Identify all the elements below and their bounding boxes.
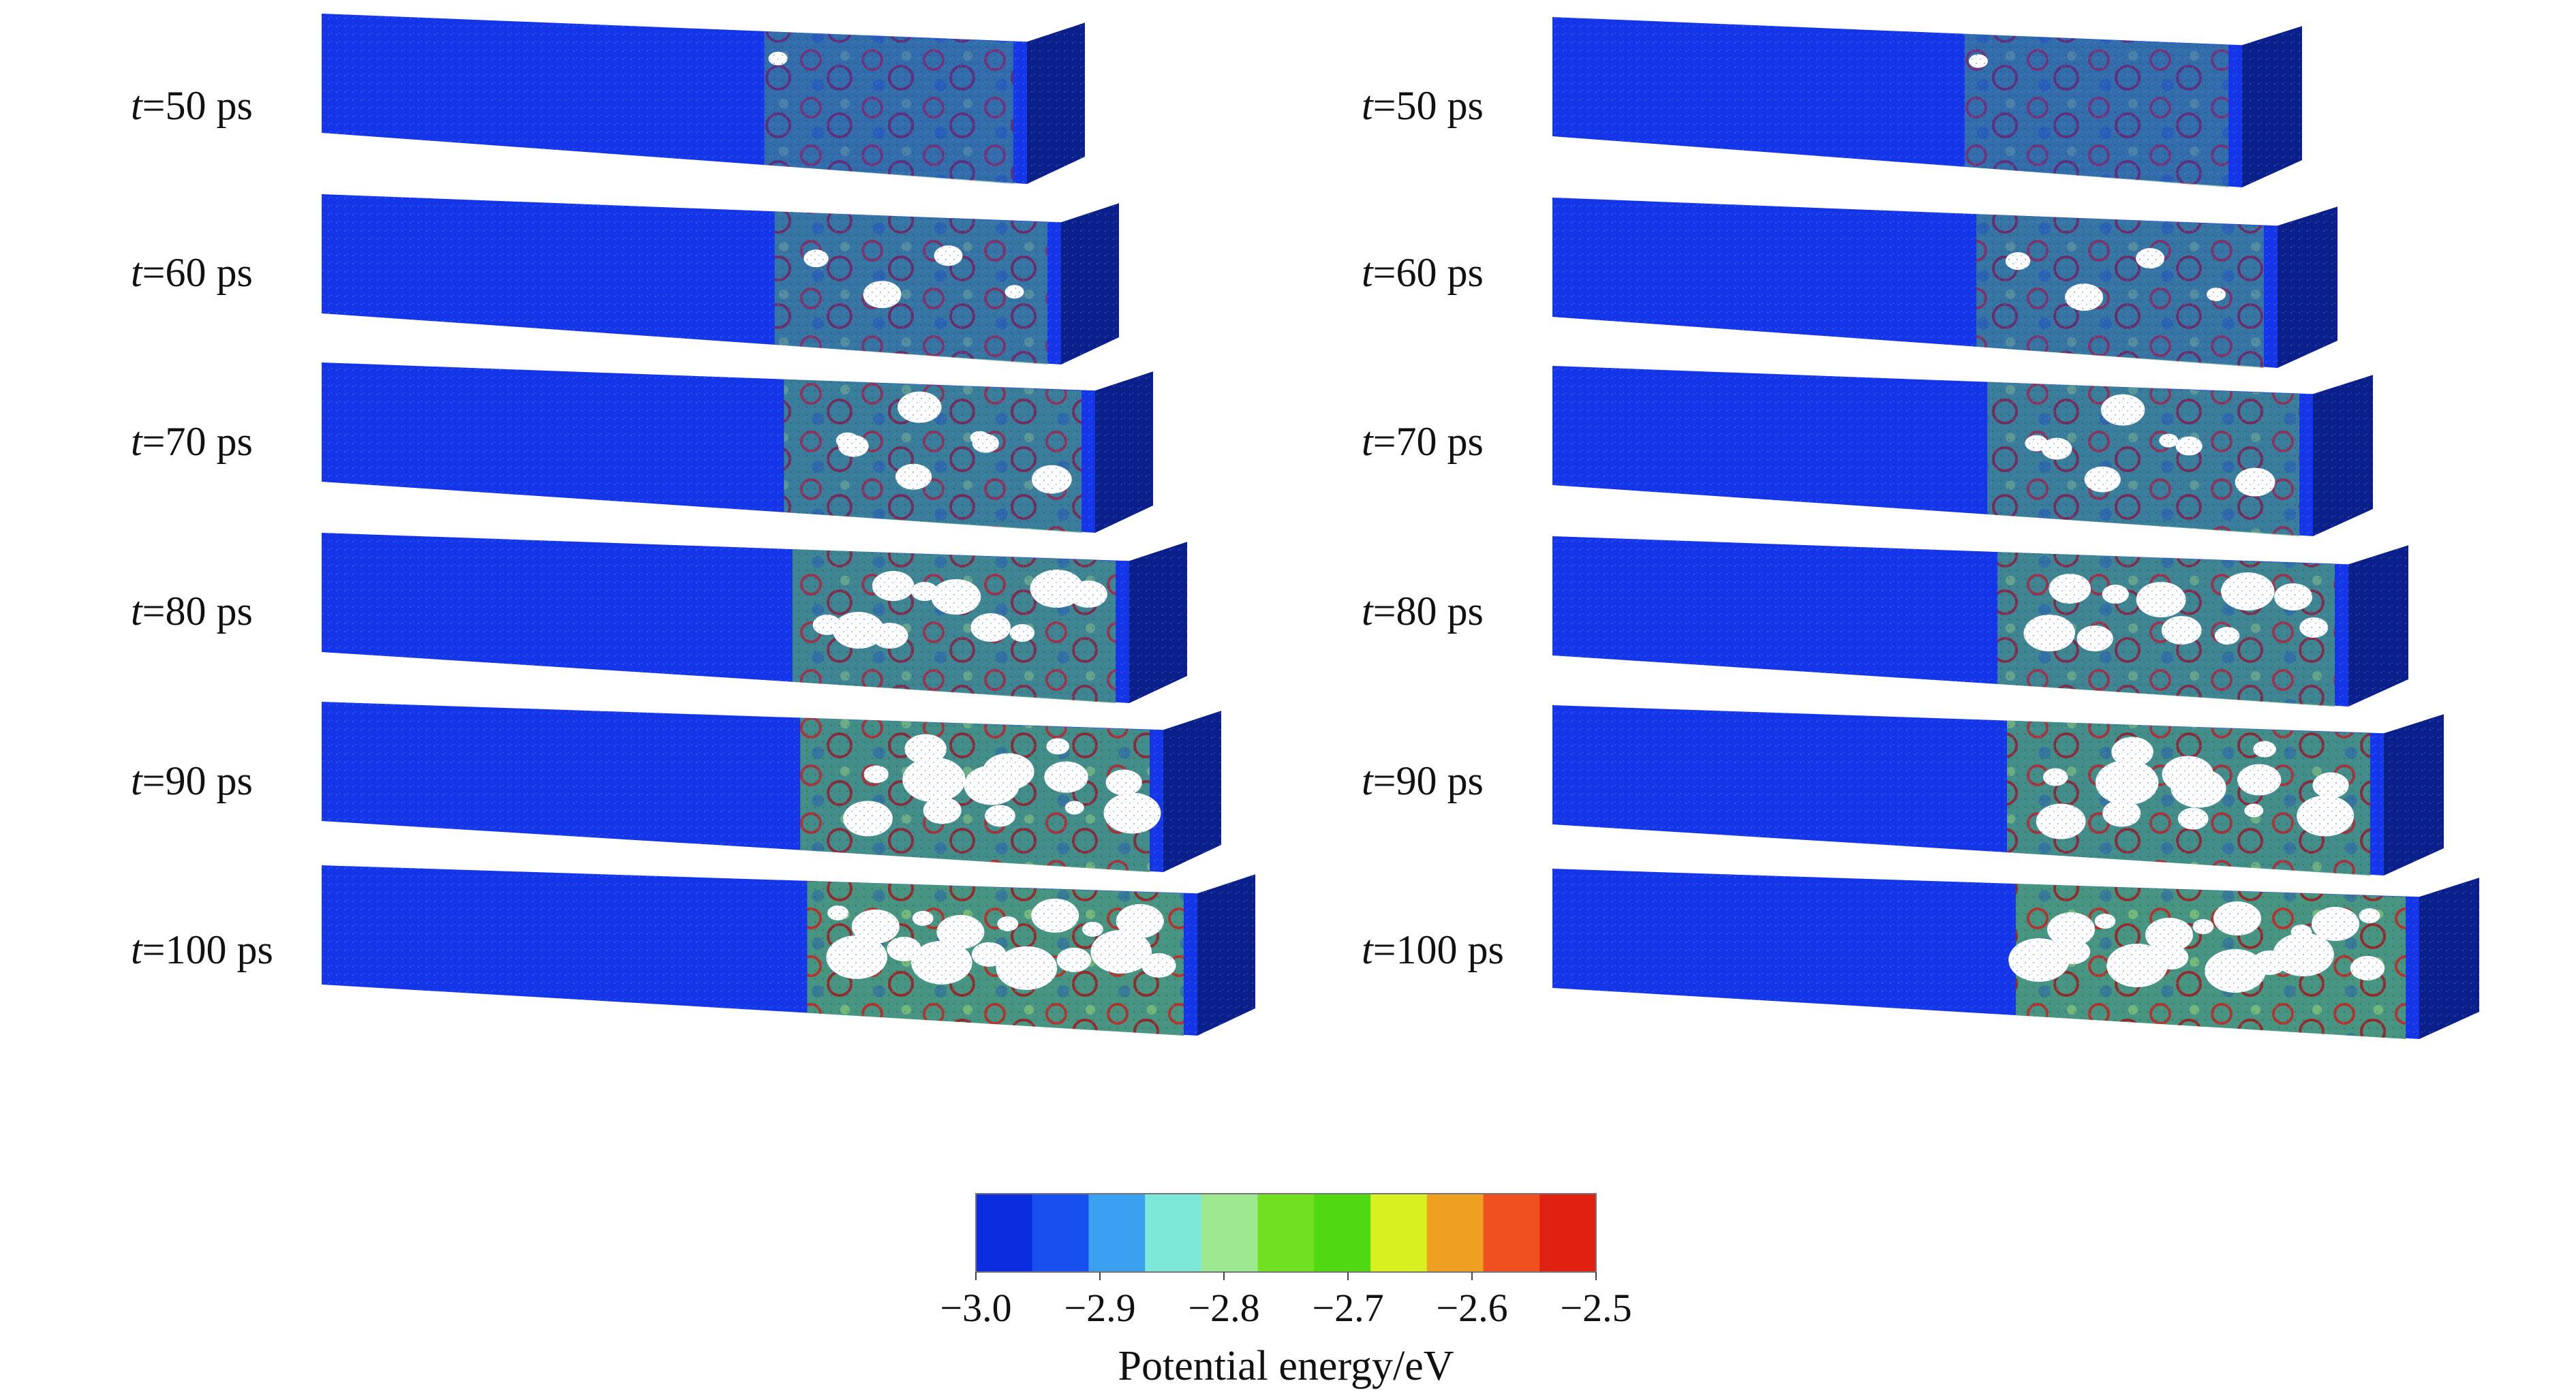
time-symbol: t xyxy=(131,419,143,464)
time-symbol: t xyxy=(1362,589,1374,634)
snapshot-bar-right-4 xyxy=(1552,705,2444,876)
time-symbol: t xyxy=(1362,758,1374,803)
colorbar-tick-label: −2.8 xyxy=(1188,1286,1259,1330)
snapshot-bar-left-0 xyxy=(322,14,1085,184)
time-label-right-5: t=100 ps xyxy=(1362,927,1504,972)
colorbar-tick-label: −2.5 xyxy=(1560,1286,1631,1330)
bar-end-cap-texture xyxy=(2419,878,2479,1039)
colorbar-frame xyxy=(975,1193,1597,1273)
time-label-right-4: t=90 ps xyxy=(1362,758,1484,803)
bar-noise-texture xyxy=(322,533,1129,703)
time-value: =90 ps xyxy=(1373,758,1484,803)
bar-end-cap-texture xyxy=(1027,22,1085,184)
time-value: =70 ps xyxy=(1373,419,1484,464)
colorbar-title: Potential energy/eV xyxy=(1118,1343,1454,1389)
time-value: =60 ps xyxy=(1373,250,1484,295)
snapshot-bar-right-1 xyxy=(1552,198,2337,368)
bar-noise-texture xyxy=(1552,536,2348,707)
colorbar-tick-label: −2.7 xyxy=(1312,1286,1383,1330)
bar-noise-texture xyxy=(1552,198,2278,368)
bar-noise-texture xyxy=(322,865,1197,1036)
time-symbol: t xyxy=(1362,927,1374,972)
time-label-left-0: t=50 ps xyxy=(131,83,253,128)
bar-end-cap-texture xyxy=(2242,26,2302,187)
time-symbol: t xyxy=(131,758,143,803)
bar-end-cap-texture xyxy=(1163,711,1221,872)
bar-end-cap-texture xyxy=(2348,545,2408,707)
snapshot-bar-right-0 xyxy=(1552,17,2302,188)
colorbar-tick-label: −3.0 xyxy=(940,1286,1011,1330)
time-value: =50 ps xyxy=(142,83,253,128)
bar-end-cap-texture xyxy=(2384,714,2444,876)
snapshot-bars xyxy=(322,14,2479,1039)
bar-end-cap-texture xyxy=(1197,874,1255,1036)
snapshot-bar-left-5 xyxy=(322,865,1255,1036)
snapshot-bar-left-3 xyxy=(322,533,1187,703)
time-value: =80 ps xyxy=(1373,589,1484,634)
time-value: =100 ps xyxy=(1373,927,1504,972)
colorbar-swatch xyxy=(1201,1194,1259,1272)
time-symbol: t xyxy=(131,927,143,972)
colorbar-swatches xyxy=(976,1194,1597,1272)
colorbar-swatch xyxy=(1426,1194,1484,1272)
bar-noise-texture xyxy=(1552,869,2419,1039)
time-symbol: t xyxy=(1362,250,1374,295)
colorbar-swatch xyxy=(976,1194,1033,1272)
colorbar-ticks: −3.0 −2.9 −2.8 −2.7 −2.6 −2.5 xyxy=(940,1272,1632,1330)
time-labels: t=50 pst=60 pst=70 pst=80 pst=90 pst=100… xyxy=(131,83,1504,972)
colorbar-tick-label: −2.6 xyxy=(1436,1286,1507,1330)
bar-end-cap-texture xyxy=(1061,203,1119,365)
time-value: =90 ps xyxy=(142,758,253,803)
bar-end-cap-texture xyxy=(1129,542,1187,703)
time-label-left-3: t=80 ps xyxy=(131,589,253,634)
snapshot-bar-left-2 xyxy=(322,362,1153,533)
snapshot-bar-left-1 xyxy=(322,194,1119,365)
colorbar-swatch xyxy=(1145,1194,1202,1272)
time-label-left-2: t=70 ps xyxy=(131,419,253,464)
bar-noise-texture xyxy=(322,362,1095,533)
colorbar-swatch xyxy=(1032,1194,1090,1272)
bar-end-cap-texture xyxy=(2313,375,2373,536)
time-value: =50 ps xyxy=(1373,83,1484,128)
time-label-left-4: t=90 ps xyxy=(131,758,253,803)
colorbar-tick-label: −2.9 xyxy=(1064,1286,1135,1330)
colorbar-swatch xyxy=(1370,1194,1428,1272)
bar-noise-texture xyxy=(322,702,1163,872)
time-symbol: t xyxy=(131,83,143,128)
colorbar-swatch xyxy=(1483,1194,1541,1272)
time-label-left-1: t=60 ps xyxy=(131,250,253,295)
bar-noise-texture xyxy=(322,194,1061,365)
time-label-right-0: t=50 ps xyxy=(1362,83,1484,128)
bar-noise-texture xyxy=(322,14,1027,184)
time-value: =80 ps xyxy=(142,589,253,634)
bar-noise-texture xyxy=(1552,366,2313,536)
time-value: =60 ps xyxy=(142,250,253,295)
colorbar: −3.0 −2.9 −2.8 −2.7 −2.6 −2.5 Potential energ… xyxy=(940,1193,1632,1389)
time-label-right-2: t=70 ps xyxy=(1362,419,1484,464)
snapshot-bar-right-2 xyxy=(1552,366,2373,536)
colorbar-swatch xyxy=(1088,1194,1146,1272)
time-symbol: t xyxy=(1362,83,1374,128)
time-value: =70 ps xyxy=(142,419,253,464)
colorbar-swatch xyxy=(1539,1194,1597,1272)
bar-noise-texture xyxy=(1552,17,2242,187)
time-label-right-3: t=80 ps xyxy=(1362,589,1484,634)
time-symbol: t xyxy=(131,589,143,634)
snapshot-bar-right-3 xyxy=(1552,536,2408,707)
snapshot-bar-left-4 xyxy=(322,702,1221,872)
time-symbol: t xyxy=(131,250,143,295)
colorbar-swatch xyxy=(1314,1194,1372,1272)
snapshot-bar-right-5 xyxy=(1552,869,2479,1039)
bar-end-cap-texture xyxy=(1095,371,1153,533)
time-value: =100 ps xyxy=(142,927,273,972)
bar-noise-texture xyxy=(1552,705,2384,876)
bar-end-cap-texture xyxy=(2278,206,2337,368)
time-label-left-5: t=100 ps xyxy=(131,927,273,972)
colorbar-swatch xyxy=(1257,1194,1315,1272)
time-symbol: t xyxy=(1362,419,1374,464)
time-label-right-1: t=60 ps xyxy=(1362,250,1484,295)
